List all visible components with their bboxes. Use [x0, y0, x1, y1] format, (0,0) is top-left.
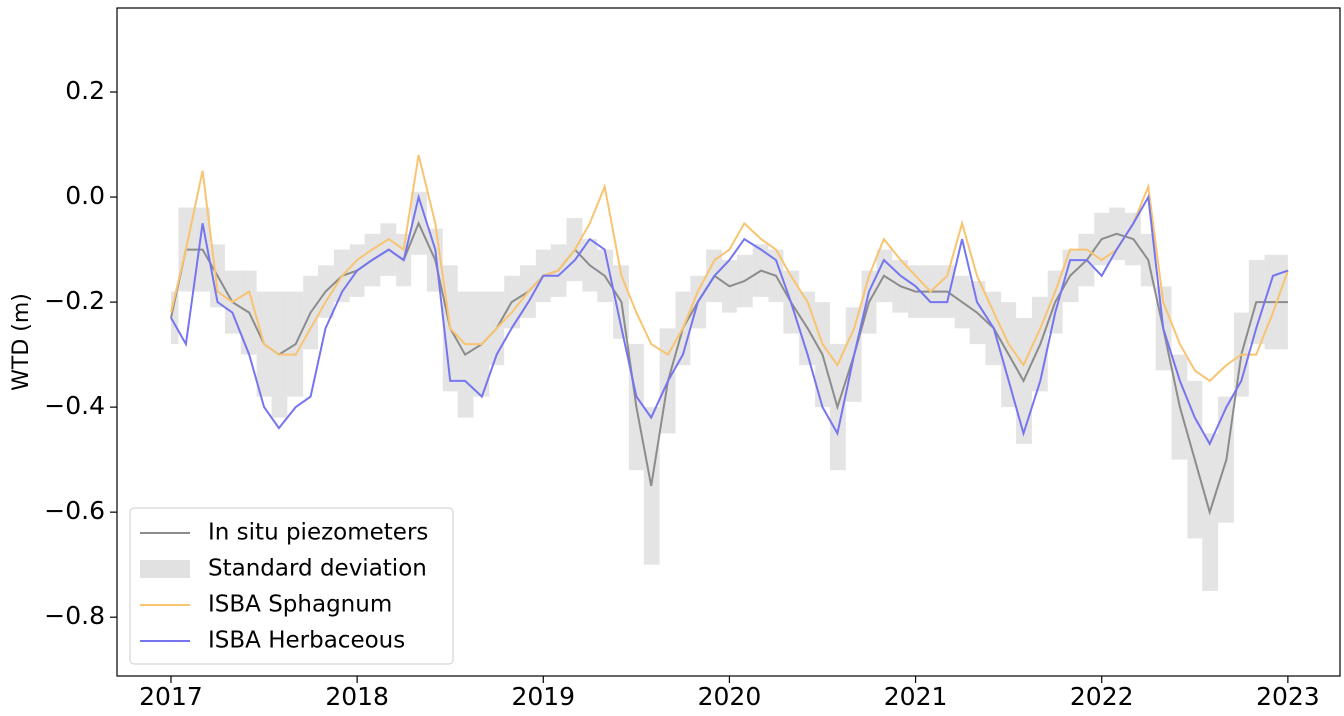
- line: [170, 154, 1289, 383]
- legend-label: Standard deviation: [208, 556, 427, 582]
- plot-area: [170, 154, 1289, 591]
- line: [170, 193, 1289, 447]
- legend-label: ISBA Sphagnum: [208, 592, 392, 618]
- x-tick-label: 2021: [884, 682, 948, 711]
- legend-label: ISBA Herbaceous: [208, 628, 405, 654]
- y-tick-label: 0.0: [65, 181, 105, 210]
- x-tick-label: 2023: [1256, 682, 1320, 711]
- legend-label: In situ piezometers: [208, 520, 428, 546]
- y-tick-label: −0.4: [44, 391, 105, 420]
- x-tick-label: 2019: [511, 682, 575, 711]
- legend-swatch: [140, 560, 190, 578]
- x-tick-label: 2020: [698, 682, 762, 711]
- y-tick-label: −0.2: [44, 286, 105, 315]
- plot-frame: [116, 7, 1341, 677]
- x-tick-label: 2022: [1070, 682, 1134, 711]
- y-axis-label: WTD (m): [9, 293, 34, 391]
- y-tick-label: 0.2: [65, 76, 105, 105]
- x-tick-label: 2017: [139, 682, 203, 711]
- std-band: [170, 291, 179, 345]
- legend-box: [129, 507, 454, 665]
- x-tick-label: 2018: [325, 682, 389, 711]
- y-tick-label: −0.8: [44, 601, 105, 630]
- y-tick-label: −0.6: [44, 496, 105, 525]
